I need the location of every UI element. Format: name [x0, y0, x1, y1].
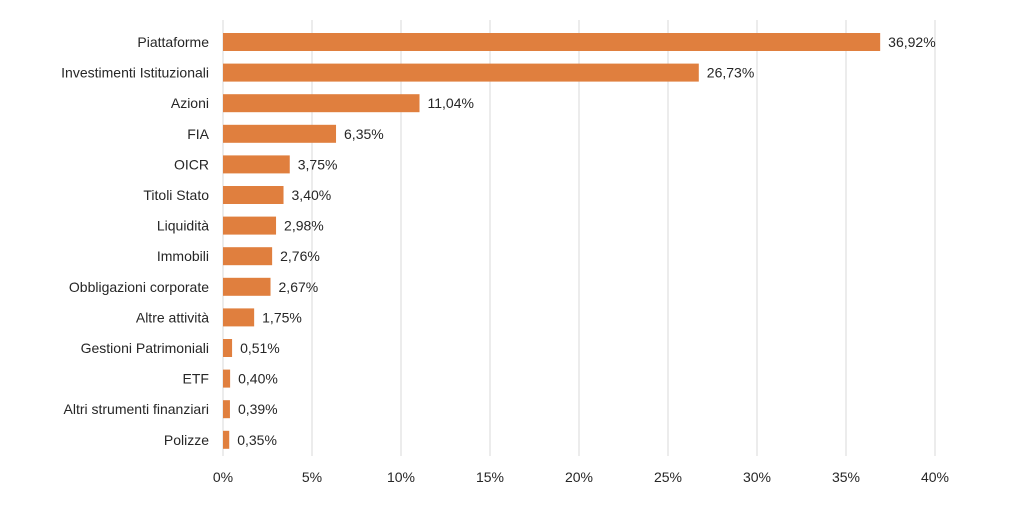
bar [223, 33, 881, 51]
category-label: FIA [187, 126, 209, 142]
category-label: Titoli Stato [143, 187, 209, 203]
data-label: 26,73% [707, 65, 754, 81]
category-label: Polizze [164, 432, 209, 448]
bar [223, 216, 277, 235]
category-label: Immobili [157, 248, 209, 264]
category-labels: Piattaforme Investimenti Istituzionali Azi… [61, 34, 210, 448]
data-label: 3,40% [292, 187, 332, 203]
data-label: 2,67% [279, 279, 319, 295]
x-tick-label: 25% [654, 469, 682, 485]
bar [223, 400, 230, 419]
category-label: OICR [174, 156, 209, 172]
x-tick-label: 5% [302, 469, 322, 485]
bar [223, 430, 230, 449]
bar [223, 155, 290, 174]
data-label: 0,35% [237, 432, 277, 448]
category-label: Liquidità [157, 218, 209, 234]
data-labels: 36,92% 26,73% 11,04% 6,35% 3,75% 3,40% 2,98% 2,… [237, 34, 935, 448]
data-label: 6,35% [344, 126, 384, 142]
x-tick-label: 35% [832, 469, 860, 485]
bar [223, 339, 233, 357]
data-label: 0,39% [238, 401, 278, 417]
data-label: 36,92% [888, 34, 935, 50]
bar [223, 308, 255, 327]
x-tick-label: 20% [565, 469, 593, 485]
category-label: Gestioni Patrimoniali [81, 340, 209, 356]
category-label: Piattaforme [137, 34, 209, 50]
data-label: 1,75% [262, 309, 302, 325]
x-tick-label: 40% [921, 469, 949, 485]
bar [223, 277, 271, 296]
category-label: Obbligazioni corporate [69, 279, 209, 295]
bar [223, 247, 273, 266]
data-label: 2,98% [284, 218, 324, 234]
data-label: 2,76% [280, 248, 320, 264]
category-label: Altri strumenti finanziari [64, 401, 210, 417]
category-label: Investimenti Istituzionali [61, 65, 209, 81]
data-label: 3,75% [298, 156, 338, 172]
data-label: 0,51% [240, 340, 280, 356]
x-tick-label: 10% [387, 469, 415, 485]
bar [223, 369, 231, 388]
category-label: Azioni [171, 95, 209, 111]
bar [223, 63, 699, 82]
gridlines [222, 20, 936, 456]
category-label: Altre attività [136, 309, 209, 325]
bar [223, 94, 420, 113]
category-label: ETF [183, 371, 209, 387]
x-tick-label: 30% [743, 469, 771, 485]
data-label: 0,40% [238, 371, 278, 387]
bar [223, 124, 337, 143]
data-label: 11,04% [428, 95, 474, 111]
bar [223, 186, 284, 204]
bars [223, 33, 881, 449]
x-tick-label: 15% [476, 469, 504, 485]
x-tick-label: 0% [213, 469, 233, 485]
x-axis-ticks: 0% 5% 10% 15% 20% 25% 30% 35% 40% [213, 469, 949, 485]
